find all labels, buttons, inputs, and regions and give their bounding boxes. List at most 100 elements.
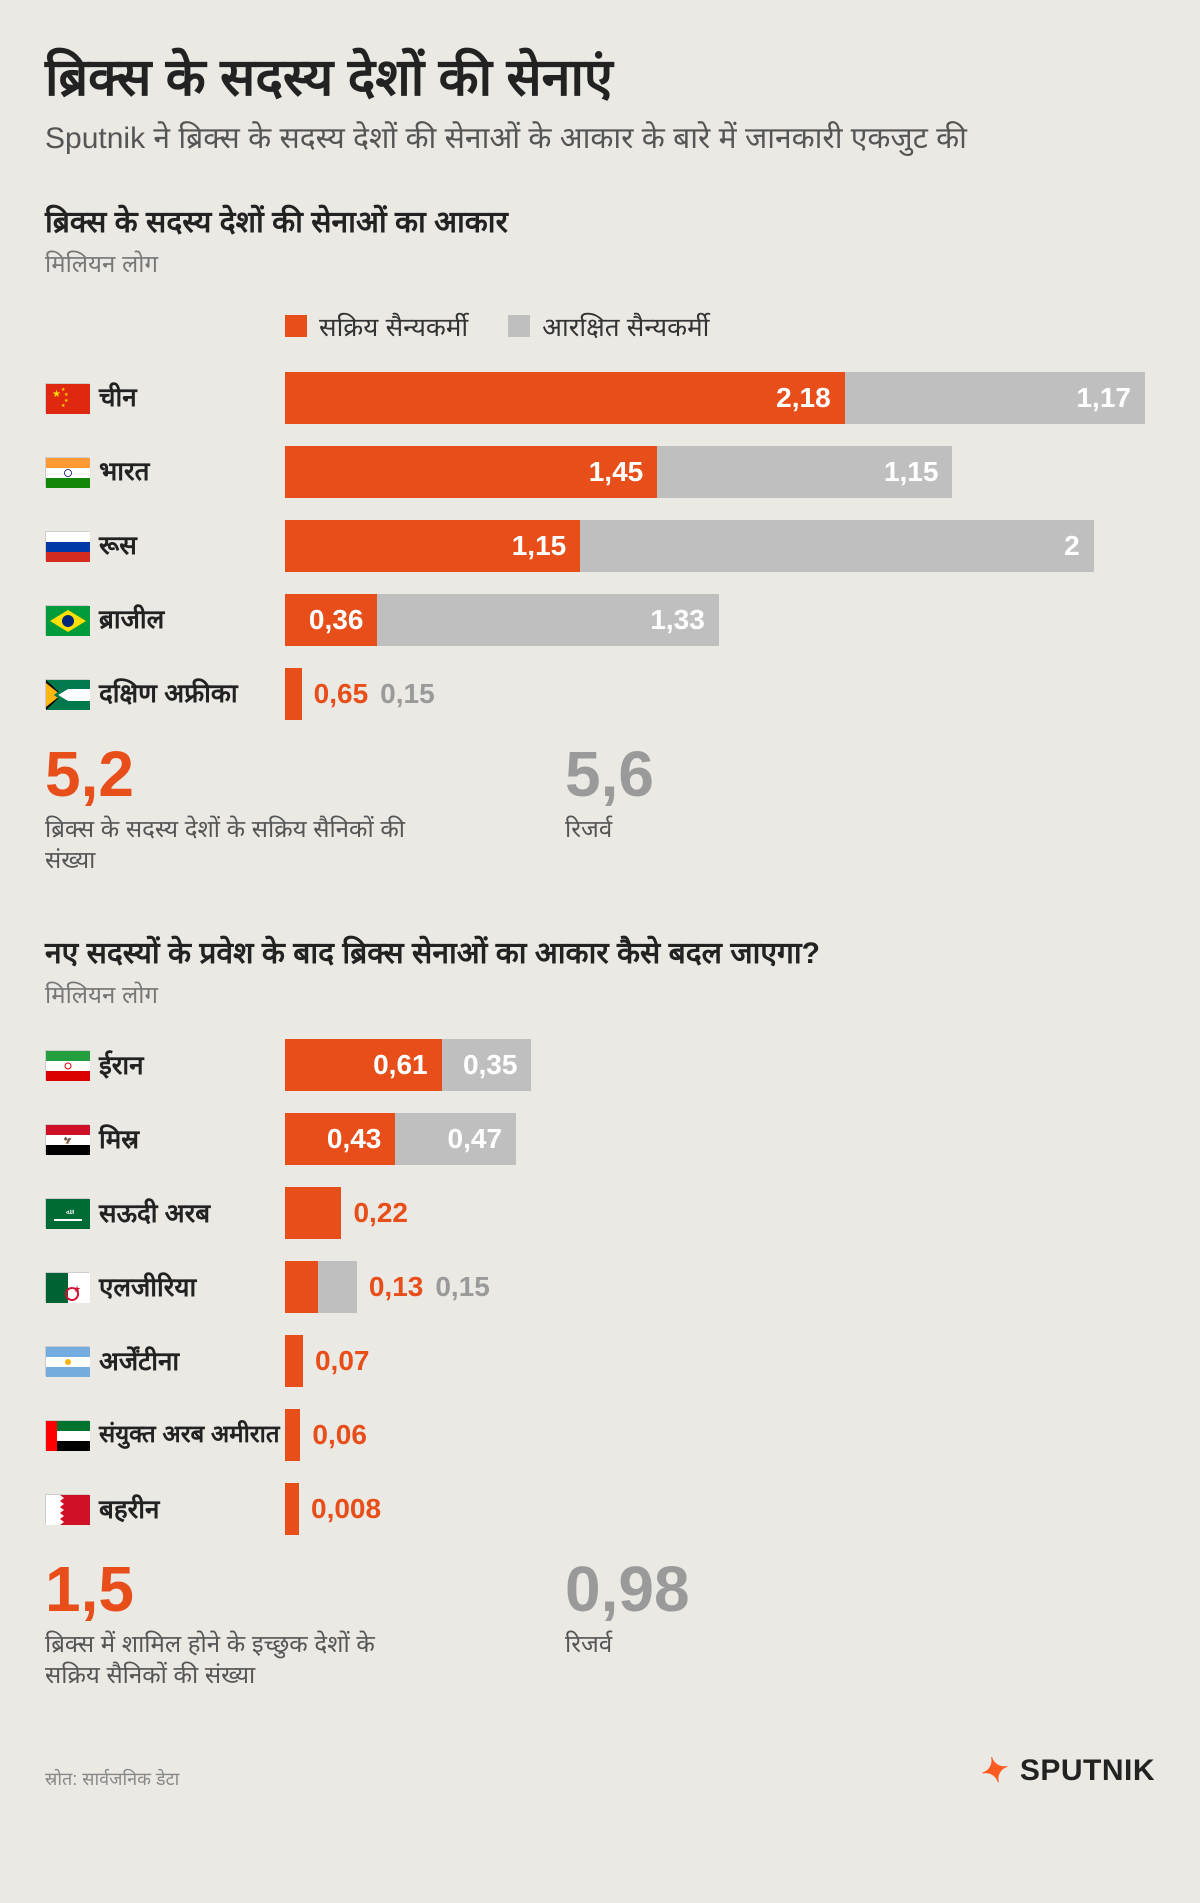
legend-active-label: सक्रिय सैन्यकर्मी bbox=[319, 308, 468, 344]
country-label: मिस्र bbox=[99, 1125, 285, 1154]
bar-area: 0,361,33 bbox=[285, 594, 1155, 646]
bar-reserve-label: 0,15 bbox=[435, 1271, 490, 1303]
country-label: एलजीरिया bbox=[99, 1273, 285, 1302]
flag-india bbox=[45, 457, 99, 487]
bar-area: 0,06 bbox=[285, 1409, 1155, 1461]
flag-argentina bbox=[45, 1346, 99, 1376]
country-label: ब्राजील bbox=[99, 605, 285, 634]
total-reserve-label: रिजर्व bbox=[565, 814, 654, 845]
bar-active-label: 0,65 bbox=[314, 678, 369, 710]
bar-active bbox=[285, 1261, 318, 1313]
svg-text:★: ★ bbox=[52, 389, 61, 400]
page-subtitle: Sputnik ने ब्रिक्स के सदस्य देशों की सेन… bbox=[45, 119, 1155, 160]
svg-text:★: ★ bbox=[61, 403, 66, 409]
legend-active-swatch bbox=[285, 315, 307, 337]
bar-active-label: 0,22 bbox=[353, 1197, 408, 1229]
country-label: संयुक्त अरब अमीरात bbox=[99, 1422, 285, 1448]
page-title: ब्रिक्स के सदस्य देशों की सेनाएं bbox=[45, 50, 1155, 107]
bar-reserve: 1,17 bbox=[845, 372, 1145, 424]
total2-reserve-value: 0,98 bbox=[565, 1557, 690, 1621]
bar-active-label: 0,06 bbox=[312, 1419, 367, 1451]
bar-area: 0,610,35 bbox=[285, 1039, 1155, 1091]
bar-active-label: 0,07 bbox=[315, 1345, 370, 1377]
legend-active: सक्रिय सैन्यकर्मी bbox=[285, 308, 468, 344]
chart-row: 🦅 मिस्र0,430,47 bbox=[45, 1113, 1155, 1165]
bar-area: 0,430,47 bbox=[285, 1113, 1155, 1165]
section1-totals: 5,2 ब्रिक्स के सदस्य देशों के सक्रिय सैन… bbox=[45, 742, 1155, 876]
chart-row: भारत1,451,15 bbox=[45, 446, 1155, 498]
chart-row: रूस1,152 bbox=[45, 520, 1155, 572]
country-label: भारत bbox=[99, 457, 285, 486]
logo-icon: ✦ bbox=[976, 1748, 1014, 1794]
bar-reserve bbox=[318, 1261, 357, 1313]
legend-reserve-swatch bbox=[508, 315, 530, 337]
section1-unit: मिलियन लोग bbox=[45, 247, 1155, 280]
total2-active-value: 1,5 bbox=[45, 1557, 425, 1621]
chart-row: बहरीन 0,008 bbox=[45, 1483, 1155, 1535]
section1-title: ब्रिक्स के सदस्य देशों की सेनाओं का आकार bbox=[45, 200, 1155, 241]
country-label: ईरान bbox=[99, 1051, 285, 1080]
country-label: बहरीन bbox=[99, 1495, 285, 1524]
bar-area: 1,152 bbox=[285, 520, 1155, 572]
flag-saudi: ﷲ bbox=[45, 1198, 99, 1228]
chart-row: ﷲसऊदी अरब 0,22 bbox=[45, 1187, 1155, 1239]
chart-section1: ★★★★★चीन2,181,17 भारत1,451,15 रूस1,152 ब्रा… bbox=[45, 372, 1155, 720]
bar-area: 0,65 0,15 bbox=[285, 668, 1155, 720]
flag-china: ★★★★★ bbox=[45, 383, 99, 413]
chart-row: अर्जेंटीना 0,07 bbox=[45, 1335, 1155, 1387]
section2-unit: मिलियन लोग bbox=[45, 978, 1155, 1011]
legend-reserve: आरक्षित सैन्यकर्मी bbox=[508, 308, 709, 344]
sputnik-logo: ✦ SPUTNIK bbox=[981, 1751, 1155, 1791]
bar-reserve-label: 0,15 bbox=[380, 678, 435, 710]
bar-active bbox=[285, 1409, 300, 1461]
bar-active bbox=[285, 1335, 303, 1387]
flag-russia bbox=[45, 531, 99, 561]
bar-reserve: 2 bbox=[580, 520, 1093, 572]
total-reserve-value: 5,6 bbox=[565, 742, 654, 806]
total-reserve-block: 5,6 रिजर्व bbox=[565, 742, 654, 876]
legend-reserve-label: आरक्षित सैन्यकर्मी bbox=[542, 308, 709, 344]
bar-active-label: 0,13 bbox=[369, 1271, 424, 1303]
bar-active: 1,45 bbox=[285, 446, 657, 498]
bar-active-label: 0,008 bbox=[311, 1493, 381, 1525]
section2-totals: 1,5 ब्रिक्स में शामिल होने के इच्छुक देश… bbox=[45, 1557, 1155, 1691]
country-label: अर्जेंटीना bbox=[99, 1347, 285, 1376]
svg-text:★: ★ bbox=[73, 1284, 81, 1294]
bar-reserve: 0,47 bbox=[395, 1113, 516, 1165]
country-label: रूस bbox=[99, 531, 285, 560]
bar-active bbox=[285, 1483, 299, 1535]
section2-title: नए सदस्यों के प्रवेश के बाद ब्रिक्स सेना… bbox=[45, 931, 1155, 972]
footer: स्रोत: सार्वजनिक डेटा ✦ SPUTNIK bbox=[45, 1751, 1155, 1791]
country-label: चीन bbox=[99, 383, 285, 412]
total2-active-label: ब्रिक्स में शामिल होने के इच्छुक देशों क… bbox=[45, 1629, 425, 1691]
country-label: दक्षिण अफ्रीका bbox=[99, 679, 285, 708]
total-active-value: 5,2 bbox=[45, 742, 425, 806]
total-active-label: ब्रिक्स के सदस्य देशों के सक्रिय सैनिकों… bbox=[45, 814, 425, 876]
bar-area: 1,451,15 bbox=[285, 446, 1155, 498]
bar-active bbox=[285, 668, 302, 720]
country-label: सऊदी अरब bbox=[99, 1199, 285, 1228]
flag-southafrica bbox=[45, 679, 99, 709]
chart-row: ब्राजील0,361,33 bbox=[45, 594, 1155, 646]
total2-active-block: 1,5 ब्रिक्स में शामिल होने के इच्छुक देश… bbox=[45, 1557, 425, 1691]
bar-reserve: 1,33 bbox=[377, 594, 718, 646]
bar-active bbox=[285, 1187, 341, 1239]
chart-row: संयुक्त अरब अमीरात 0,06 bbox=[45, 1409, 1155, 1461]
flag-bahrain bbox=[45, 1494, 99, 1524]
svg-text:🦅: 🦅 bbox=[64, 1136, 73, 1145]
chart-row: ★ एलजीरिया 0,13 0,15 bbox=[45, 1261, 1155, 1313]
chart-row: ★★★★★चीन2,181,17 bbox=[45, 372, 1155, 424]
flag-algeria: ★ bbox=[45, 1272, 99, 1302]
total2-reserve-block: 0,98 रिजर्व bbox=[565, 1557, 690, 1691]
bar-active: 2,18 bbox=[285, 372, 845, 424]
chart-row: दक्षिण अफ्रीका 0,65 0,15 bbox=[45, 668, 1155, 720]
chart-row: ईरान0,610,35 bbox=[45, 1039, 1155, 1091]
bar-active: 0,43 bbox=[285, 1113, 395, 1165]
flag-brazil bbox=[45, 605, 99, 635]
bar-area: 0,07 bbox=[285, 1335, 1155, 1387]
total-active-block: 5,2 ब्रिक्स के सदस्य देशों के सक्रिय सैन… bbox=[45, 742, 425, 876]
bar-area: 0,22 bbox=[285, 1187, 1155, 1239]
bar-active: 0,36 bbox=[285, 594, 377, 646]
logo-text: SPUTNIK bbox=[1020, 1754, 1155, 1788]
total2-reserve-label: रिजर्व bbox=[565, 1629, 690, 1660]
